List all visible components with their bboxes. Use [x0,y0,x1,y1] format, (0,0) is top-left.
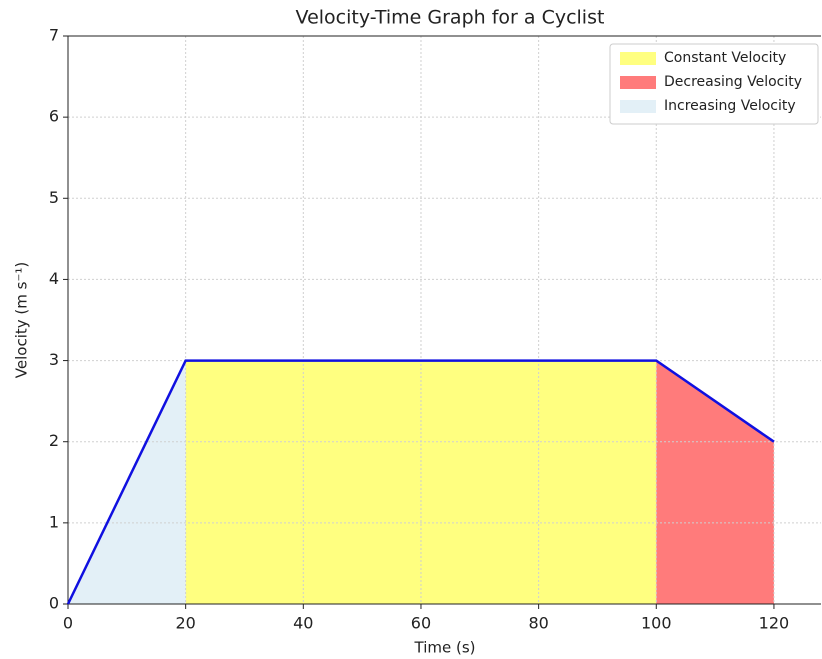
y-tick-label: 7 [49,26,59,45]
x-tick-label: 120 [759,614,790,633]
x-tick-label: 60 [411,614,431,633]
legend-swatch [620,100,656,113]
x-axis-label: Time (s) [414,639,476,657]
y-tick-label: 6 [49,107,59,126]
chart-title: Velocity-Time Graph for a Cyclist [296,7,605,29]
x-tick-label: 20 [175,614,195,633]
legend-label: Decreasing Velocity [664,74,802,90]
legend-label: Increasing Velocity [664,98,796,114]
velocity-line [66,359,775,605]
x-tick-label: 0 [63,614,73,633]
legend: Constant Velocity Decreasing Velocity Incr… [609,43,819,125]
x-tick-label: 40 [293,614,313,633]
y-tick-label: 4 [49,269,59,288]
y-axis-label: Velocity (m s⁻¹) [13,262,31,378]
y-tick-label: 2 [49,431,59,450]
legend-swatch [620,52,656,65]
legend-box [609,43,819,125]
legend-swatch [620,76,656,89]
x-tick-label: 80 [528,614,548,633]
y-tick-label: 5 [49,188,59,207]
y-tick-label: 0 [49,594,59,613]
y-tick-label: 1 [49,512,59,531]
x-tick-label: 100 [641,614,672,633]
region-fill [656,360,774,604]
y-tick-label: 3 [49,350,59,369]
legend-label: Constant Velocity [664,50,786,66]
